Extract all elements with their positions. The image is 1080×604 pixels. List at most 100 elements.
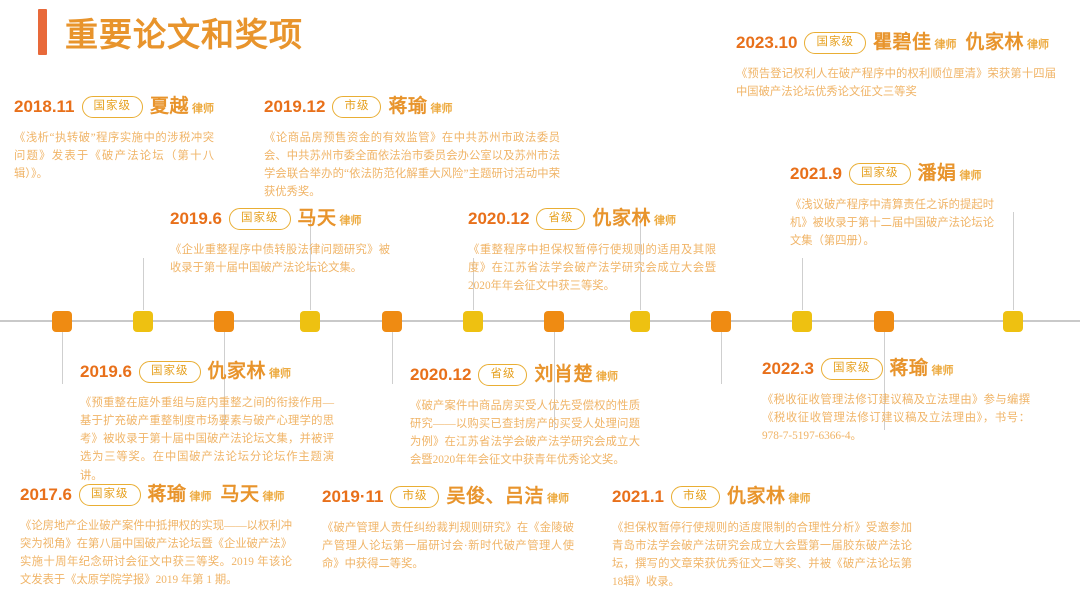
entry-level-badge: 市级	[332, 96, 382, 118]
entry-level-badge: 市级	[671, 486, 720, 508]
connector-line-4	[310, 212, 311, 310]
person: 夏越 律师	[150, 97, 214, 116]
timeline-marker-4	[300, 311, 320, 332]
entry-level-badge: 国家级	[229, 208, 291, 230]
person-role: 律师	[595, 371, 618, 384]
entry-date: 2017.6	[20, 485, 72, 505]
entry-date: 2018.11	[14, 97, 75, 117]
entry-description: 《重整程序中担保权暂停行使规则的适用及其限度》在江苏省法学会破产法学研究会成立大…	[468, 243, 716, 293]
entry-2019-12[interactable]: 2019.12 市级 蒋瑜 律师 《论商品房预售资金的有效监管》在中共苏州市政法委员会、…	[264, 96, 560, 202]
page-title: 重要论文和奖项	[65, 16, 303, 53]
entry-date: 2021.9	[790, 164, 842, 184]
entry-level-badge: 国家级	[79, 484, 141, 506]
entry-description: 《税收征收管理法修订建议稿及立法理由》参与编撰《税收征收管理法修订建议稿及立法理…	[762, 393, 1030, 443]
entry-header: 2017.6 国家级 蒋瑜 律师 马天 律师	[20, 484, 292, 506]
entry-2019-6-mt[interactable]: 2019.6 国家级 马天 律师 《企业重整程序中债转股法律问题研究》被收录于第十届中国…	[170, 208, 390, 277]
connector-line-2	[143, 258, 144, 310]
entry-people: 蒋瑜 律师 马天 律师	[148, 485, 290, 504]
person: 仇家林 律师	[965, 33, 1049, 52]
person-name: 蒋瑜	[147, 484, 187, 506]
entry-level-badge: 省级	[536, 208, 586, 230]
entry-people: 仇家林 律师	[208, 362, 297, 381]
entry-level-badge: 国家级	[804, 32, 866, 54]
entry-2023-10[interactable]: 2023.10 国家级 瞿碧佳 律师 仇家林 律师 《预告登记权利人在破产程序中的权利顺位厘…	[736, 32, 1056, 101]
entry-description: 《预重整在庭外重组与庭内重整之间的衔接作用—基于扩充破产重整制度市场要素与破产心…	[80, 396, 334, 482]
timeline-marker-12	[1003, 311, 1023, 332]
entry-description: 《浅析“执转破”程序实施中的涉税冲突问题》发表于《破产法论坛（第十八辑）》。	[14, 131, 214, 181]
person: 蒋瑜 律师	[890, 359, 954, 378]
entry-header: 2020.12 省级 刘肖楚 律师	[410, 364, 640, 386]
entry-header: 2020.12 省级 仇家林 律师	[468, 208, 716, 230]
person-role: 律师	[339, 215, 362, 228]
entry-date: 2020.12	[468, 209, 530, 229]
entry-people: 蒋瑜 律师	[388, 97, 457, 116]
person-name: 仇家林	[965, 32, 1024, 54]
entry-description: 《论房地产企业破产案件中抵押权的实现——以权利冲突为视角》在第八届中国破产法论坛…	[20, 519, 292, 587]
entry-date: 2019·11	[322, 487, 384, 507]
person: 瞿碧佳 律师	[873, 33, 957, 52]
person: 蒋瑜 律师	[148, 485, 212, 504]
timeline-axis	[0, 320, 1080, 322]
entry-2020-12-qjl[interactable]: 2020.12 省级 仇家林 律师《重整程序中担保权暂停行使规则的适用及其限度》在江苏…	[468, 208, 716, 295]
entry-date: 2022.3	[762, 359, 814, 379]
connector-line-8	[640, 212, 641, 310]
timeline-marker-9	[711, 311, 731, 332]
person: 仇家林 律师	[727, 487, 811, 506]
person-name: 仇家林	[592, 208, 651, 230]
entry-level-badge: 省级	[478, 364, 528, 386]
person-role: 律师	[430, 103, 453, 116]
entry-2021-9[interactable]: 2021.9 国家级 潘娟 律师《浅议破产程序中清算责任之诉的提起时机》被收录于第十二…	[790, 163, 994, 250]
entry-2021-1[interactable]: 2021.1 市级 仇家林 律师 《担保权暂停行使规则的适度限制的合理性分析》受邀参加青…	[612, 486, 912, 592]
header-accent-bar	[38, 9, 47, 55]
entry-people: 仇家林 律师	[592, 209, 681, 228]
timeline-marker-8	[630, 311, 650, 332]
timeline-marker-2	[133, 311, 153, 332]
timeline-marker-5	[382, 311, 402, 332]
entry-2019-11[interactable]: 2019·11 市级 吴俊、吕洁 律师《破产管理人责任纠纷裁判规则研究》在《金陵破产管…	[322, 486, 574, 573]
entry-level-badge: 市级	[390, 486, 440, 508]
person-name: 蒋瑜	[388, 96, 428, 118]
connector-line-9	[721, 332, 722, 384]
connector-line-12	[1013, 212, 1014, 310]
person-role: 律师	[546, 493, 569, 506]
entry-people: 仇家林 律师	[727, 487, 816, 506]
person-role: 律师	[269, 368, 292, 381]
person-name: 瞿碧佳	[872, 32, 932, 54]
entry-description: 《浅议破产程序中清算责任之诉的提起时机》被收录于第十二届中国破产法论坛论文集（第…	[790, 198, 994, 248]
person-name: 蒋瑜	[889, 358, 929, 380]
person-role: 律师	[192, 103, 215, 116]
entry-2017-6[interactable]: 2017.6 国家级 蒋瑜 律师 马天 律师 《论房地产企业破产案件中抵押权的实现——以权利…	[20, 484, 292, 590]
entry-people: 潘娟 律师	[918, 164, 987, 183]
entry-2022-3[interactable]: 2022.3 国家级 蒋瑜 律师《税收征收管理法修订建议稿及立法理由》参与编撰《税收征…	[762, 358, 1030, 445]
entry-2019-6-qjl[interactable]: 2019.6 国家级 仇家林 律师 《预重整在庭外重组与庭内重整之间的衔接作用—基于扩充…	[80, 361, 334, 485]
person-role: 律师	[1026, 39, 1049, 52]
timeline-marker-10	[792, 311, 812, 332]
page-header: 重要论文和奖项	[38, 8, 303, 56]
timeline-marker-6	[463, 311, 483, 332]
person-name: 马天	[220, 484, 260, 506]
entry-2020-12-lxc[interactable]: 2020.12 省级 刘肖楚 律师 《破产案件中商品房买受人优先受偿权的性质研究——以购…	[410, 364, 640, 470]
entry-date: 2019.6	[170, 209, 222, 229]
person-role: 律师	[788, 493, 811, 506]
entry-people: 瞿碧佳 律师 仇家林 律师	[873, 33, 1054, 52]
entry-people: 蒋瑜 律师	[890, 359, 959, 378]
person-role: 律师	[934, 39, 957, 52]
entry-level-badge: 国家级	[81, 96, 144, 118]
connector-line-11	[884, 332, 885, 430]
entry-header: 2022.3 国家级 蒋瑜 律师	[762, 358, 1030, 380]
entry-description: 《预告登记权利人在破产程序中的权利顺位厘清》荣获第十四届中国破产法论坛优秀论文征…	[736, 67, 1056, 98]
person-role: 律师	[262, 491, 285, 504]
entry-2018-11[interactable]: 2018.11 国家级 夏越 律师《浅析“执转破”程序实施中的涉税冲突问题》发表于《破…	[14, 96, 214, 183]
person: 吴俊、吕洁 律师	[446, 487, 569, 506]
person-name: 仇家林	[207, 361, 267, 383]
entry-header: 2021.9 国家级 潘娟 律师	[790, 163, 994, 185]
person-role: 律师	[189, 491, 212, 504]
connector-line-1	[62, 332, 63, 384]
entry-level-badge: 国家级	[849, 163, 911, 185]
person: 马天 律师	[221, 485, 285, 504]
person-name: 吴俊、吕洁	[446, 486, 544, 508]
entry-description: 《破产管理人责任纠纷裁判规则研究》在《金陵破产管理人论坛第一届研讨会·新时代破产…	[322, 521, 574, 571]
person: 刘肖楚 律师	[534, 365, 618, 384]
timeline-marker-1	[52, 311, 72, 332]
connector-line-7	[554, 332, 555, 430]
